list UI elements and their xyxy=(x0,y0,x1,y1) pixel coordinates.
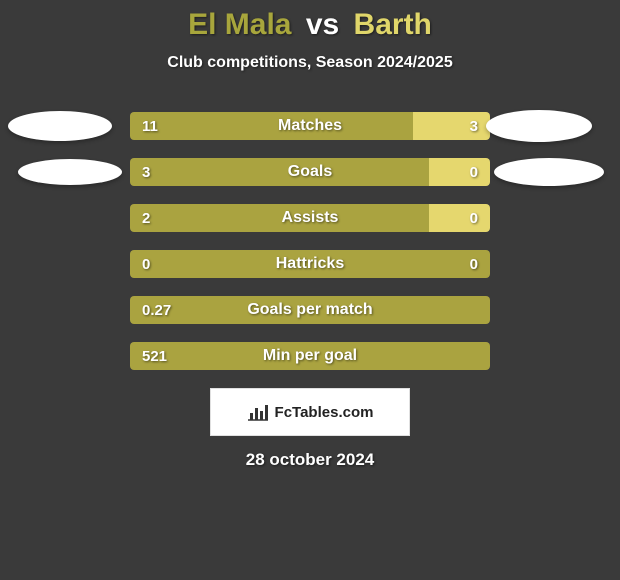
branding-text: FcTables.com xyxy=(275,404,374,421)
comparison-title: El Mala vs Barth xyxy=(0,0,620,42)
stat-bar-left xyxy=(130,112,413,140)
team-badge-right xyxy=(494,158,604,186)
stat-bar-right xyxy=(429,204,490,232)
stat-row: Min per goal521 xyxy=(130,342,490,370)
date-caption: 28 october 2024 xyxy=(0,450,620,470)
stat-bar-right xyxy=(429,158,490,186)
team-badge-left xyxy=(8,111,112,141)
stat-row: Goals per match0.27 xyxy=(130,296,490,324)
title-player-left: El Mala xyxy=(188,8,291,41)
stats-chart: Matches113 Goals30 Assists20 Hattricks00 Goa… xyxy=(0,112,620,370)
bar-chart-icon xyxy=(247,403,269,421)
stat-bar-left xyxy=(130,342,490,370)
subtitle: Club competitions, Season 2024/2025 xyxy=(0,54,620,72)
stat-row: Hattricks00 xyxy=(130,250,490,278)
team-badge-right xyxy=(486,110,592,142)
stat-row: Matches113 xyxy=(130,112,490,140)
stat-row: Goals30 xyxy=(130,158,490,186)
stat-bar-left xyxy=(130,204,429,232)
title-player-right: Barth xyxy=(354,8,432,41)
stat-bar-right xyxy=(413,112,490,140)
stat-row: Assists20 xyxy=(130,204,490,232)
team-badge-left xyxy=(18,159,122,185)
branding-box: FcTables.com xyxy=(210,388,410,436)
stat-bar-left xyxy=(130,158,429,186)
title-vs: vs xyxy=(306,8,339,41)
stat-bar-left xyxy=(130,250,490,278)
stat-bar-left xyxy=(130,296,490,324)
